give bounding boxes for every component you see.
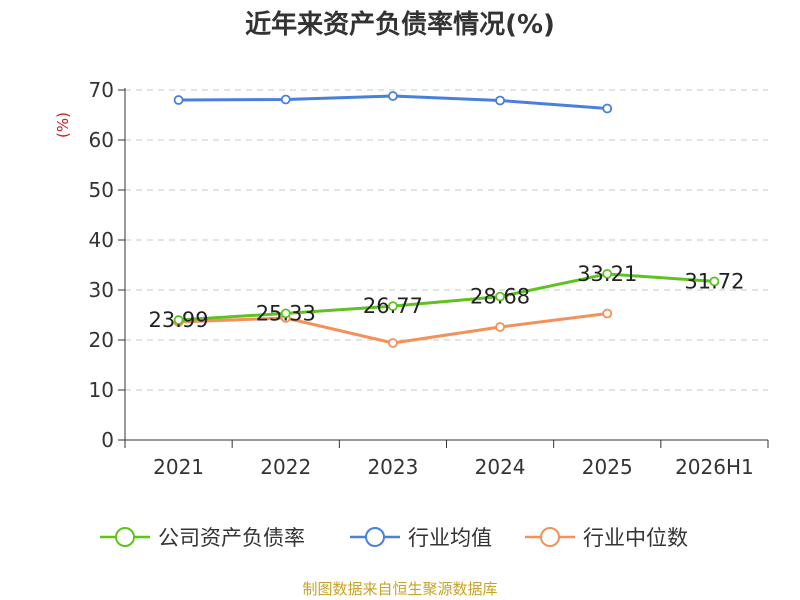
data-point [709,276,720,287]
data-point [495,95,505,106]
x-tick-label: 2024 [475,455,526,479]
grid-lines [125,89,768,391]
data-point [388,338,398,348]
x-tick-label: 2025 [582,455,633,479]
source-note: 制图数据来自恒生聚源数据库 [302,580,497,598]
data-labels: 23.99 25.33 26.77 28.68 33.21 31.72 [149,262,745,332]
legend-item: 公司资产负债率 [100,526,305,550]
x-tick-label: 2026H1 [675,455,754,479]
series-line [178,272,715,322]
x-tick-label: 2023 [367,455,418,479]
legend-label: 公司资产负债率 [158,526,305,550]
data-point [173,315,184,325]
data-point [388,91,398,101]
x-tick-label: 2021 [153,455,204,479]
y-tick-label: 0 [101,428,114,452]
legend-item: 行业中位数 [525,526,688,550]
y-tick-label: 40 [89,228,114,252]
series-1 [173,91,613,114]
y-tick-label: 50 [89,178,114,202]
data-label: 25.33 [256,301,316,325]
y-tick-label: 60 [89,128,114,152]
data-point [602,308,613,319]
y-tick-label: 30 [89,278,114,302]
y-tick-label: 70 [89,78,114,102]
data-label: 28.68 [470,285,530,309]
legend-marker [540,527,560,547]
data-point [602,269,613,279]
legend-label: 行业均值 [408,526,492,550]
data-point [495,322,505,332]
legend-marker [115,527,135,547]
data-point [388,301,398,312]
y-tick-label: 20 [89,328,114,352]
series-0 [173,269,720,325]
legend-marker [365,527,385,547]
data-point [280,94,291,105]
series-lines [173,91,720,348]
data-label: 26.77 [363,294,423,318]
data-point [173,95,184,105]
data-label: 23.99 [149,308,209,332]
x-tick-label: 2022 [260,455,311,479]
data-point [495,291,505,302]
y-unit-label: (%) [54,112,72,138]
legend-item: 行业均值 [350,526,492,550]
legend-label: 行业中位数 [583,526,688,550]
data-label: 33.21 [577,262,637,286]
y-tick-label: 10 [89,378,114,402]
data-point [280,308,291,319]
axes: 0 10 20 30 40 50 60 70 2021 2022 2023 2024 2025 2026H… [89,78,769,479]
legend: 公司资产负债率 行业均值 行业中位数 [100,526,688,550]
data-label: 31.72 [684,269,744,293]
chart-title: 近年来资产负债率情况(%) [245,9,555,40]
data-point [602,103,613,114]
